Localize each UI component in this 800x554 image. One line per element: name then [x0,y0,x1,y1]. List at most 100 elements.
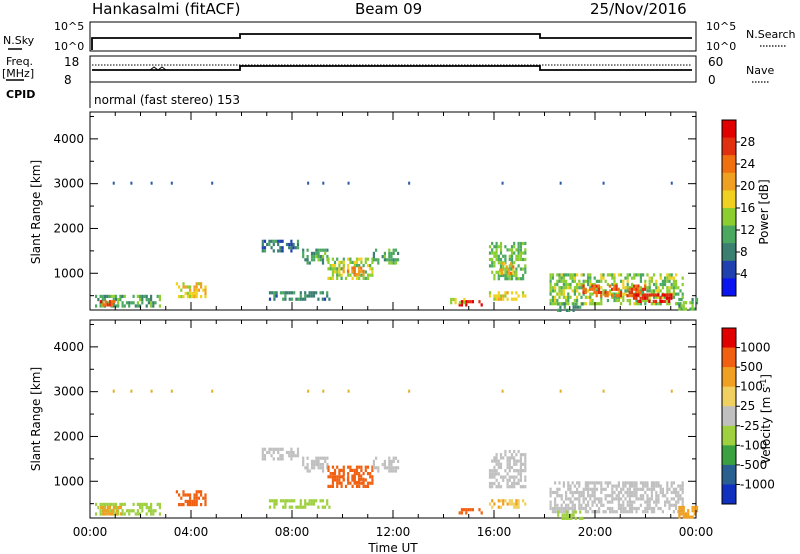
echo-cell [664,500,667,504]
echo-cell [326,502,329,506]
echo-cell [290,249,293,253]
echo-cell [646,286,649,290]
echo-cell [344,484,348,488]
echo-cell [600,286,603,290]
echo-cell [524,475,527,479]
echo-cell [595,294,598,298]
echo-cell [195,496,198,500]
echo-cell [668,279,671,283]
echo-cell [613,287,616,291]
echo-cell [554,302,557,306]
echo-cell [622,481,625,485]
echo-cell [600,487,603,491]
echo-cell [182,282,185,286]
echo-cell [306,248,309,252]
sparse-echo-dot [347,389,350,393]
echo-cell [342,264,345,268]
echo-cell [598,500,601,504]
echo-cell [565,490,568,495]
echo-cell [554,481,557,485]
echo-cell [369,273,372,277]
echo-cell [630,294,633,298]
echo-cell [471,300,474,304]
colorbar-swatch [722,445,736,466]
echo-cell [186,295,189,299]
echo-cell [695,301,699,305]
echo-cell [200,493,203,497]
echo-cell [292,454,295,458]
echo-cell [524,465,527,470]
echo-cell [360,266,363,270]
echo-cell [556,282,559,287]
echo-cell [515,254,518,258]
echo-cell [668,487,671,491]
echo-cell [321,255,325,259]
echo-patch [549,481,684,514]
echo-cell [619,290,622,295]
echo-cell [650,506,653,511]
echo-cell [558,510,561,514]
echo-cell [113,505,116,510]
echo-cell [463,508,466,512]
echo-cell [626,282,629,287]
echo-cell [390,466,393,470]
echo-cell [620,506,623,511]
echo-cell [622,510,625,514]
echo-cell [557,510,560,514]
echo-cell [587,279,590,283]
echo-cell [313,466,316,470]
echo-cell [360,481,363,485]
echo-cell [597,290,600,295]
echo-cell [560,273,563,277]
echo-cell [611,494,614,498]
echo-cell [495,257,498,262]
echo-cell [347,481,350,485]
freq-tick-bottom: 8 [64,73,72,87]
echo-cell [390,258,393,262]
echo-cell [333,468,337,472]
echo-cell [488,245,492,249]
echo-cell [664,503,667,507]
echo-cell [668,302,671,306]
echo-cell [372,463,375,467]
echo-cell [524,462,527,466]
echo-cell [549,506,552,511]
echo-cell [123,502,126,506]
echo-cell [195,490,198,494]
echo-cell [502,499,505,503]
echo-patch [458,300,483,307]
echo-cell [495,478,498,482]
echo-cell [336,270,339,274]
echo-cell [593,497,596,501]
echo-cell [195,282,198,286]
echo-cell [517,469,520,473]
echo-cell [513,297,516,301]
sparse-echo-dot [170,389,173,393]
echo-cell [290,505,294,509]
echo-cell [587,510,590,514]
echo-cell [571,481,574,485]
echo-cell [593,484,596,488]
echo-cell [681,282,684,287]
echo-cell [558,487,561,491]
echo-cell [326,255,329,259]
echo-cell [558,289,561,293]
echo-cell [372,258,375,262]
echo-cell [675,500,678,504]
echo-cell [659,296,662,300]
echo-cell [513,475,516,479]
echo-cell [502,254,505,258]
echo-cell [333,260,337,264]
echo-cell [652,293,655,297]
station-title: Hankasalmi (fitACF) [92,0,240,18]
echo-patch [268,291,331,301]
echo-cell [331,484,334,488]
echo-cell [655,497,658,501]
echo-cell [661,293,664,297]
echo-cell [635,290,638,295]
echo-cell [565,298,568,303]
echo-cell [519,254,522,258]
echo-cell [584,295,587,299]
echo-cell [581,516,584,520]
echo-cell [351,484,354,488]
